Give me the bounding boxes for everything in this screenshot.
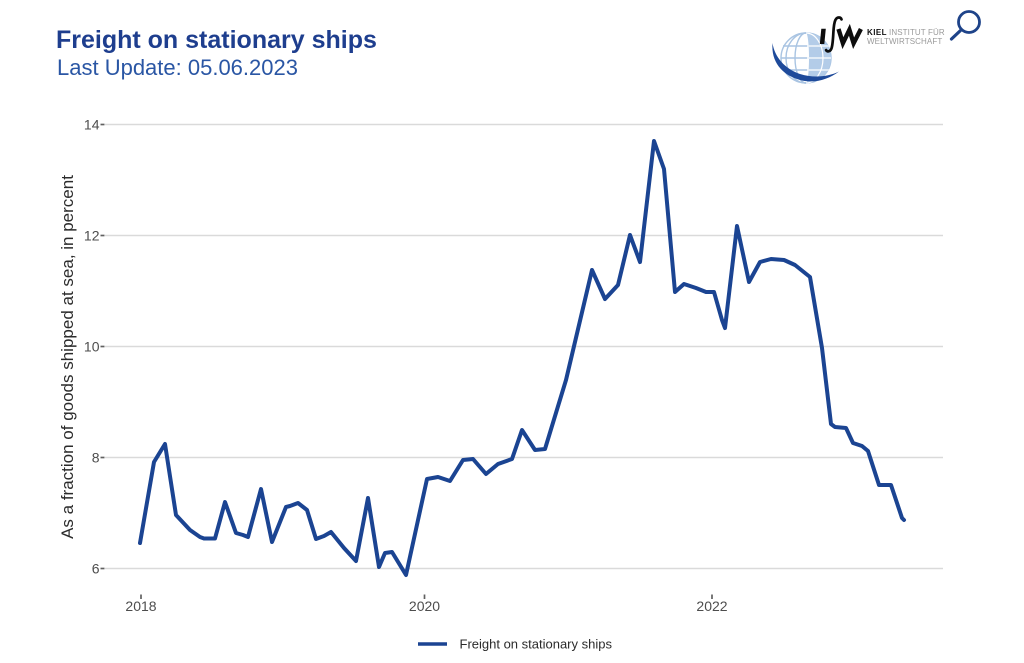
svg-text:8: 8 bbox=[92, 450, 100, 466]
svg-text:Freight on stationary ships: Freight on stationary ships bbox=[460, 637, 613, 652]
svg-text:INSTITUT FÜR: INSTITUT FÜR bbox=[889, 28, 945, 37]
svg-text:2018: 2018 bbox=[125, 598, 156, 614]
svg-text:12: 12 bbox=[84, 228, 100, 244]
svg-text:14: 14 bbox=[84, 117, 100, 133]
svg-text:10: 10 bbox=[84, 339, 100, 355]
svg-text:As a fraction of goods shipped: As a fraction of goods shipped at sea, i… bbox=[58, 175, 77, 539]
svg-text:2020: 2020 bbox=[409, 598, 440, 614]
svg-text:2022: 2022 bbox=[696, 598, 727, 614]
svg-text:6: 6 bbox=[92, 561, 100, 577]
svg-text:KIEL: KIEL bbox=[867, 28, 887, 37]
svg-text:WELTWIRTSCHAFT: WELTWIRTSCHAFT bbox=[867, 37, 942, 46]
